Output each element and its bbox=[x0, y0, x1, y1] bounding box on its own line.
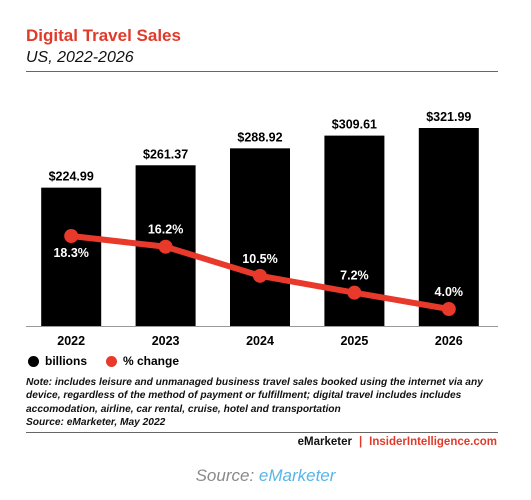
legend-item-billions: billions bbox=[28, 352, 87, 370]
bar-2024 bbox=[230, 148, 290, 326]
source-prefix: Source: bbox=[195, 466, 259, 485]
legend-item-pct-change: % change bbox=[106, 352, 179, 370]
brand-footer: eMarketer | InsiderIntelligence.com bbox=[298, 436, 497, 448]
pct-change-label-2022: 18.3% bbox=[53, 246, 88, 260]
pct-change-point-2022 bbox=[64, 229, 79, 243]
pct-change-point-2024 bbox=[253, 268, 267, 283]
pct-change-point-2026 bbox=[441, 302, 456, 316]
brand-separator: | bbox=[358, 436, 363, 448]
x-tick-label-2023: 2023 bbox=[152, 334, 180, 348]
image-source-caption: Source: eMarketer bbox=[0, 466, 531, 486]
pct-change-label-2025: 7.2% bbox=[340, 269, 369, 283]
x-tick-label-2024: 2024 bbox=[246, 334, 274, 348]
note-source: Source: eMarketer, May 2022 bbox=[26, 417, 166, 429]
source-link[interactable]: eMarketer bbox=[258, 466, 336, 485]
pct-change-point-2023 bbox=[158, 239, 173, 254]
x-tick-label-2025: 2025 bbox=[340, 334, 368, 348]
brand-emarketer: eMarketer bbox=[297, 436, 352, 448]
x-tick-label-2022: 2022 bbox=[57, 334, 85, 348]
note-line-2: device, regardless of the method of paym… bbox=[26, 390, 462, 402]
bar-value-label-2024: $288.92 bbox=[237, 130, 282, 144]
chart-canvas: $224.99 2022 $261.37 2023 $288.92 2024 $309.61… bbox=[26, 110, 498, 348]
chart-title: Digital Travel Sales bbox=[26, 26, 181, 45]
bottom-divider bbox=[26, 432, 498, 433]
bar-value-label-2025: $309.61 bbox=[332, 118, 377, 132]
note-line-3: accomodation, airline, car rental, cruis… bbox=[26, 403, 341, 415]
pct-change-label-2023: 16.2% bbox=[148, 223, 183, 237]
bar-2026 bbox=[418, 128, 479, 326]
bar-value-label-2022: $224.99 bbox=[49, 170, 94, 184]
legend-label-billions: billions bbox=[45, 354, 87, 368]
chart-note: Note: includes leisure and unmanaged bus… bbox=[26, 376, 496, 430]
top-divider bbox=[26, 71, 498, 72]
pct-change-label-2026: 4.0% bbox=[435, 285, 464, 299]
brand-insider-intelligence: InsiderIntelligence.com bbox=[369, 436, 497, 448]
x-tick-label-2026: 2026 bbox=[435, 334, 463, 348]
bar-value-label-2023: $261.37 bbox=[143, 147, 188, 161]
legend-label-pct-change: % change bbox=[123, 354, 180, 368]
bar-2022 bbox=[41, 187, 102, 326]
bar-value-label-2026: $321.99 bbox=[426, 110, 471, 124]
legend-swatch-billions bbox=[28, 355, 39, 367]
note-line-1: Note: includes leisure and unmanaged bus… bbox=[26, 377, 483, 388]
pct-change-point-2025 bbox=[347, 285, 362, 300]
legend-swatch-pct-change bbox=[106, 355, 117, 367]
pct-change-label-2024: 10.5% bbox=[242, 252, 277, 266]
chart-subtitle: US, 2022-2026 bbox=[26, 49, 134, 66]
